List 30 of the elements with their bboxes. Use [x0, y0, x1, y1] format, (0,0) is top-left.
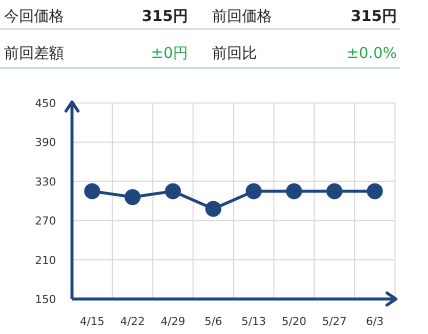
point: [84, 183, 100, 200]
text: ±0.0%: [346, 44, 397, 62]
text: 前回価格: [212, 7, 272, 25]
point: [326, 183, 342, 200]
x-tick-label: 5/27: [322, 315, 347, 328]
x-tick-label: 4/15: [80, 315, 105, 328]
point: [366, 183, 383, 200]
x-tick-label: 6/3: [366, 315, 384, 328]
y-tick-label: 330: [35, 175, 56, 188]
text: ±0円: [150, 44, 188, 62]
y-tick-label: 150: [35, 293, 56, 306]
x-tick-label: 5/20: [282, 315, 306, 328]
x-tick-label: 4/29: [160, 315, 186, 328]
x-tick-label: 5/6: [204, 315, 222, 328]
point: [205, 200, 222, 217]
text: 前回差額: [4, 44, 64, 62]
y-tick-label: 450: [35, 97, 56, 110]
text: 315円: [350, 7, 397, 25]
point: [246, 183, 262, 200]
x-tick-label: 4/22: [120, 315, 145, 328]
point: [164, 183, 181, 200]
y-tick-label: 270: [35, 214, 56, 228]
point: [286, 183, 302, 200]
text: 前回比: [212, 44, 257, 62]
y-tick-label: 390: [35, 136, 56, 150]
y-tick-label: 210: [35, 254, 56, 267]
point: [124, 189, 141, 206]
x-tick-label: 5/13: [241, 315, 266, 328]
text: 今回価格: [4, 7, 64, 25]
text: 315円: [142, 7, 188, 25]
